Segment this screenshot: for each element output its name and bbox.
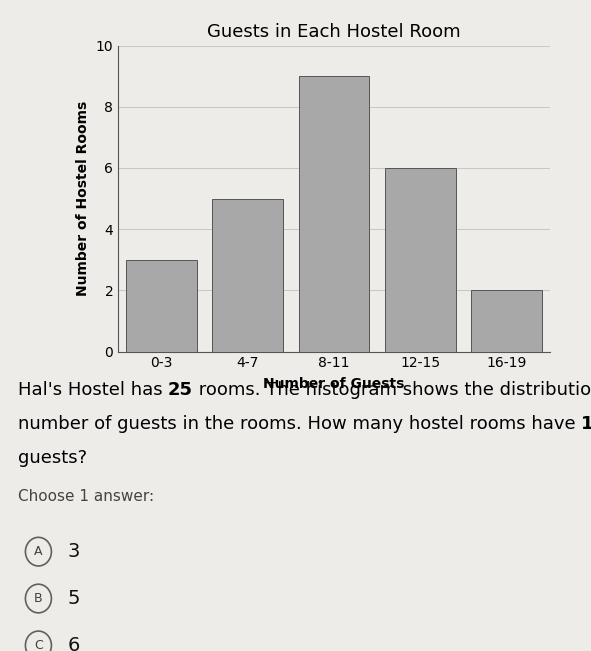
Y-axis label: Number of Hostel Rooms: Number of Hostel Rooms xyxy=(76,101,90,296)
Text: 25: 25 xyxy=(168,381,193,399)
Text: Choose 1 answer:: Choose 1 answer: xyxy=(18,489,154,504)
Bar xyxy=(126,260,197,352)
Text: Hal's Hostel has: Hal's Hostel has xyxy=(18,381,168,399)
Text: guests?: guests? xyxy=(18,449,87,467)
Bar xyxy=(298,76,369,352)
Bar xyxy=(471,290,542,352)
Text: A: A xyxy=(34,545,43,558)
Text: number of guests in the rooms. How many hostel rooms have: number of guests in the rooms. How many … xyxy=(18,415,581,433)
Text: rooms. The histogram shows the distribution of the: rooms. The histogram shows the distribut… xyxy=(193,381,591,399)
X-axis label: Number of Guests: Number of Guests xyxy=(263,378,405,391)
Text: 3: 3 xyxy=(68,542,80,561)
Text: 12: 12 xyxy=(581,415,591,433)
Text: B: B xyxy=(34,592,43,605)
Bar xyxy=(212,199,283,352)
Text: 6: 6 xyxy=(68,636,80,651)
Text: 5: 5 xyxy=(68,589,80,608)
Text: C: C xyxy=(34,639,43,651)
Title: Guests in Each Hostel Room: Guests in Each Hostel Room xyxy=(207,23,461,41)
Bar xyxy=(385,168,456,352)
